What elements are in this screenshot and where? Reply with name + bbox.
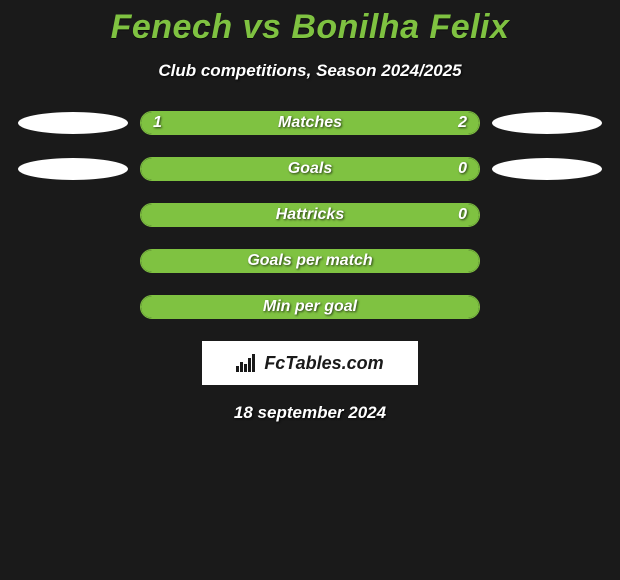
stat-value-right: 2 (458, 112, 467, 134)
player-badge-right (492, 158, 602, 180)
stats-rows: Matches12Goals0Hattricks0Goals per match… (0, 111, 620, 319)
stat-bar: Matches1 2 (140, 111, 480, 135)
stat-label: Matches (141, 112, 479, 134)
page-title: Fenech vs Bonilha Felix (0, 8, 620, 47)
stat-bar: Goals per match (140, 249, 480, 273)
stat-bar: Hattricks0 (140, 203, 480, 227)
player-badge-right (492, 112, 602, 134)
stat-label: Goals per match (141, 250, 479, 272)
stat-row: Goals per match (0, 249, 620, 273)
stat-bar: Min per goal (140, 295, 480, 319)
date-text: 18 september 2024 (0, 403, 620, 423)
subtitle: Club competitions, Season 2024/2025 (0, 61, 620, 81)
player-badge-left (18, 112, 128, 134)
stat-row: Goals0 (0, 157, 620, 181)
stat-value-right: 0 (458, 204, 467, 226)
stat-value-right: 0 (458, 158, 467, 180)
stat-label: Goals (141, 158, 479, 180)
stat-row: Min per goal (0, 295, 620, 319)
stat-label: Hattricks (141, 204, 479, 226)
stat-row: Matches1 2 (0, 111, 620, 135)
stat-value-left: 1 (153, 112, 162, 134)
stat-bar: Goals0 (140, 157, 480, 181)
comparison-widget: Fenech vs Bonilha Felix Club competition… (0, 0, 620, 423)
stat-row: Hattricks0 (0, 203, 620, 227)
fctables-logo[interactable]: FcTables.com (202, 341, 418, 385)
stat-label: Min per goal (141, 296, 479, 318)
logo-wrap: FcTables.com (0, 341, 620, 385)
player-badge-left (18, 158, 128, 180)
bar-chart-icon (236, 354, 258, 372)
logo-text: FcTables.com (264, 353, 383, 374)
